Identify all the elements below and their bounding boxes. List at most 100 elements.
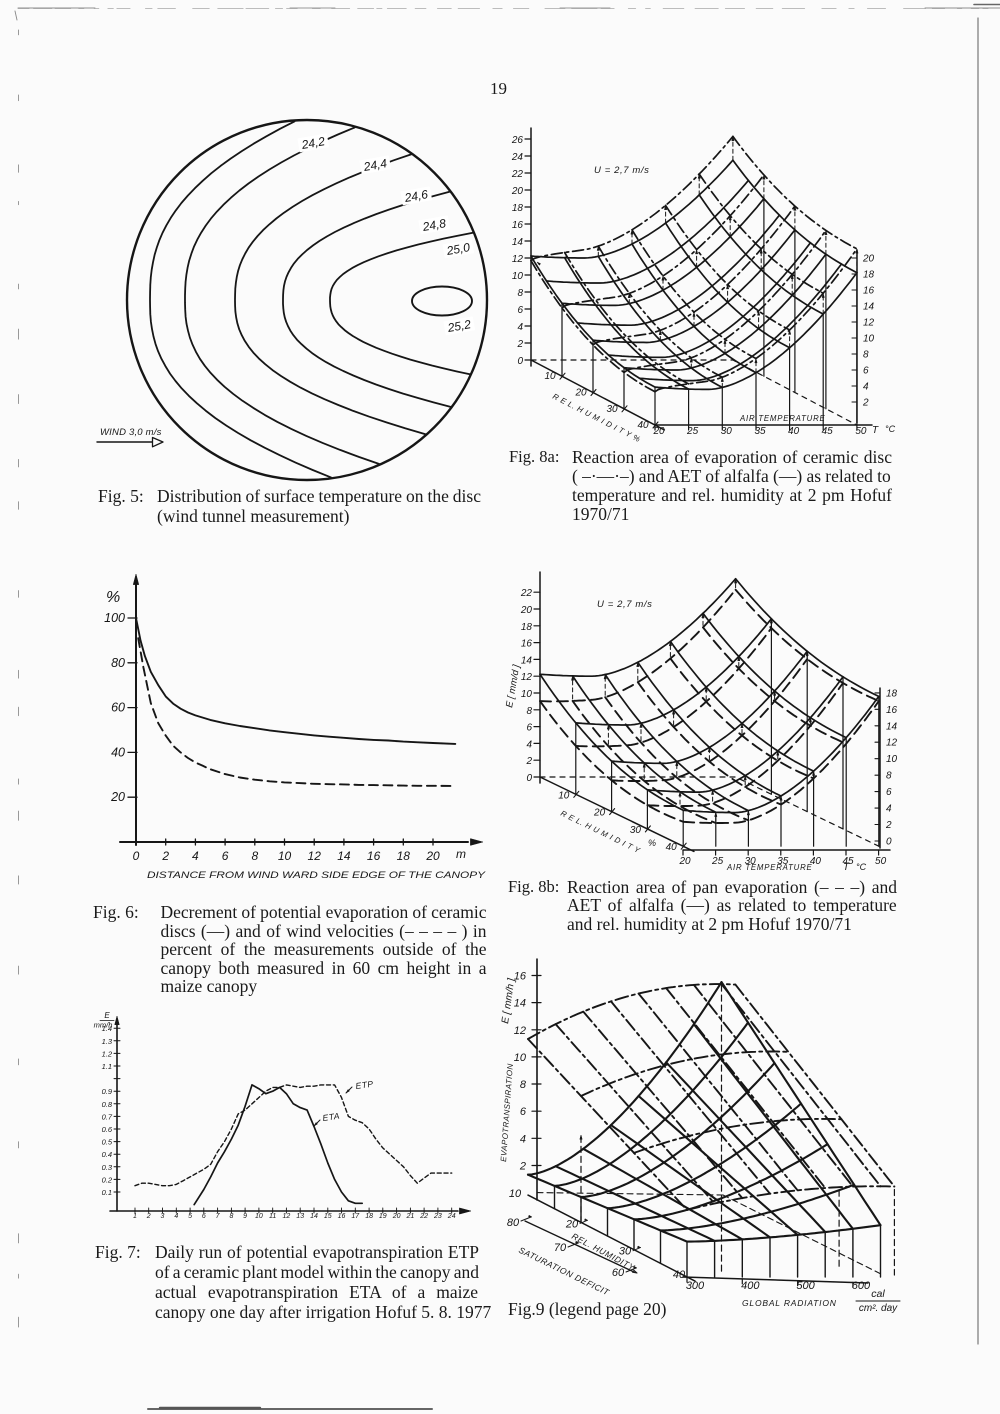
svg-text:cal: cal [871, 1288, 885, 1300]
svg-text:U = 2,7 m/s: U = 2,7 m/s [594, 165, 649, 176]
svg-text:20: 20 [574, 388, 587, 399]
svg-text:10: 10 [509, 1188, 522, 1200]
svg-text:1.3: 1.3 [102, 1037, 113, 1046]
svg-text:20: 20 [425, 849, 440, 863]
svg-text:8: 8 [520, 1079, 527, 1091]
svg-text:0.4: 0.4 [102, 1150, 112, 1159]
svg-text:7: 7 [216, 1213, 221, 1220]
svg-text:300: 300 [686, 1280, 705, 1292]
svg-text:20: 20 [678, 856, 691, 867]
svg-text:18: 18 [886, 688, 898, 699]
svg-text:24,8: 24,8 [421, 216, 448, 234]
svg-text:30: 30 [606, 404, 618, 415]
svg-text:18: 18 [863, 270, 875, 281]
svg-text:25,0: 25,0 [445, 240, 472, 258]
svg-text:10: 10 [521, 689, 533, 700]
svg-text:%: % [106, 589, 120, 606]
svg-text:22: 22 [419, 1213, 428, 1220]
svg-text:30: 30 [745, 856, 757, 867]
svg-text:18: 18 [521, 622, 533, 633]
svg-text:16: 16 [863, 286, 875, 297]
svg-text:8: 8 [526, 706, 532, 717]
svg-text:20: 20 [862, 254, 875, 265]
svg-text:8: 8 [886, 771, 892, 782]
svg-text:U = 2,7 m/s: U = 2,7 m/s [597, 599, 652, 610]
svg-text:21: 21 [406, 1213, 415, 1220]
svg-text:15: 15 [324, 1213, 332, 1220]
svg-text:18: 18 [397, 849, 411, 863]
svg-text:14: 14 [863, 302, 875, 313]
svg-text:1.4: 1.4 [102, 1024, 112, 1033]
svg-text:18: 18 [512, 203, 524, 214]
svg-text:m: m [456, 847, 466, 861]
svg-text:0: 0 [526, 773, 532, 784]
svg-text:1: 1 [133, 1213, 137, 1220]
svg-text:25: 25 [711, 856, 724, 867]
svg-text:20: 20 [652, 426, 665, 437]
svg-text:°C: °C [856, 862, 867, 872]
svg-text:16: 16 [886, 705, 898, 716]
svg-text:2: 2 [519, 1161, 526, 1173]
svg-text:0: 0 [133, 849, 140, 863]
svg-text:14: 14 [337, 849, 351, 863]
svg-text:12: 12 [863, 318, 875, 329]
svg-text:19: 19 [379, 1213, 387, 1220]
svg-text:9: 9 [243, 1213, 247, 1220]
svg-text:12: 12 [283, 1213, 291, 1220]
svg-text:2: 2 [161, 849, 169, 863]
svg-text:0: 0 [886, 837, 892, 848]
svg-text:50: 50 [875, 856, 887, 867]
svg-text:4: 4 [863, 382, 869, 393]
svg-text:4: 4 [886, 804, 892, 815]
svg-text:16: 16 [521, 639, 533, 650]
svg-text:2: 2 [885, 820, 892, 831]
svg-text:25: 25 [686, 426, 699, 437]
svg-text:cm². day: cm². day [859, 1303, 898, 1314]
svg-text:12: 12 [514, 1025, 526, 1037]
svg-text:0.2: 0.2 [102, 1175, 113, 1184]
svg-text:ETP: ETP [355, 1079, 374, 1091]
svg-text:400: 400 [741, 1280, 760, 1292]
svg-text:70: 70 [554, 1242, 567, 1254]
svg-text:R E L. H U M I D I T Y %: R E L. H U M I D I T Y % [551, 392, 642, 444]
svg-text:3: 3 [161, 1213, 165, 1220]
svg-text:ETA: ETA [322, 1111, 341, 1123]
svg-text:35: 35 [754, 426, 766, 437]
svg-text:14: 14 [886, 721, 898, 732]
svg-text:10: 10 [278, 849, 292, 863]
svg-text:100: 100 [104, 611, 125, 625]
svg-text:4: 4 [517, 322, 523, 333]
svg-text:12: 12 [308, 849, 322, 863]
svg-text:60: 60 [612, 1267, 625, 1279]
svg-text:6: 6 [526, 723, 532, 734]
svg-text:35: 35 [777, 856, 789, 867]
svg-text:10: 10 [863, 334, 875, 345]
svg-text:24: 24 [447, 1213, 456, 1220]
svg-text:12: 12 [886, 738, 898, 749]
svg-text:23: 23 [433, 1213, 442, 1220]
svg-text:2: 2 [146, 1213, 151, 1220]
svg-text:10: 10 [512, 271, 524, 282]
svg-text:0: 0 [517, 356, 523, 367]
svg-text:13: 13 [296, 1213, 304, 1220]
svg-text:10: 10 [558, 790, 570, 801]
svg-text:WIND 3,0 m/s: WIND 3,0 m/s [100, 427, 162, 438]
svg-text:6: 6 [222, 849, 229, 863]
svg-text:20: 20 [511, 186, 524, 197]
svg-text:22: 22 [511, 169, 524, 180]
svg-text:16: 16 [512, 220, 524, 231]
svg-text:4: 4 [192, 849, 199, 863]
svg-text:14: 14 [512, 237, 524, 248]
svg-text:0.1: 0.1 [102, 1188, 112, 1197]
svg-text:T: T [872, 425, 879, 436]
svg-text:20: 20 [565, 1218, 579, 1230]
svg-text:40: 40 [788, 426, 800, 437]
svg-text:GLOBAL RADIATION: GLOBAL RADIATION [742, 1298, 837, 1308]
svg-text:%: % [648, 838, 656, 848]
svg-text:11: 11 [269, 1213, 276, 1220]
svg-text:E [ mm/d ]: E [ mm/d ] [504, 664, 522, 709]
svg-text:6: 6 [517, 305, 523, 316]
svg-text:8: 8 [229, 1213, 233, 1220]
svg-text:14: 14 [514, 998, 526, 1010]
svg-text:17: 17 [351, 1213, 360, 1220]
